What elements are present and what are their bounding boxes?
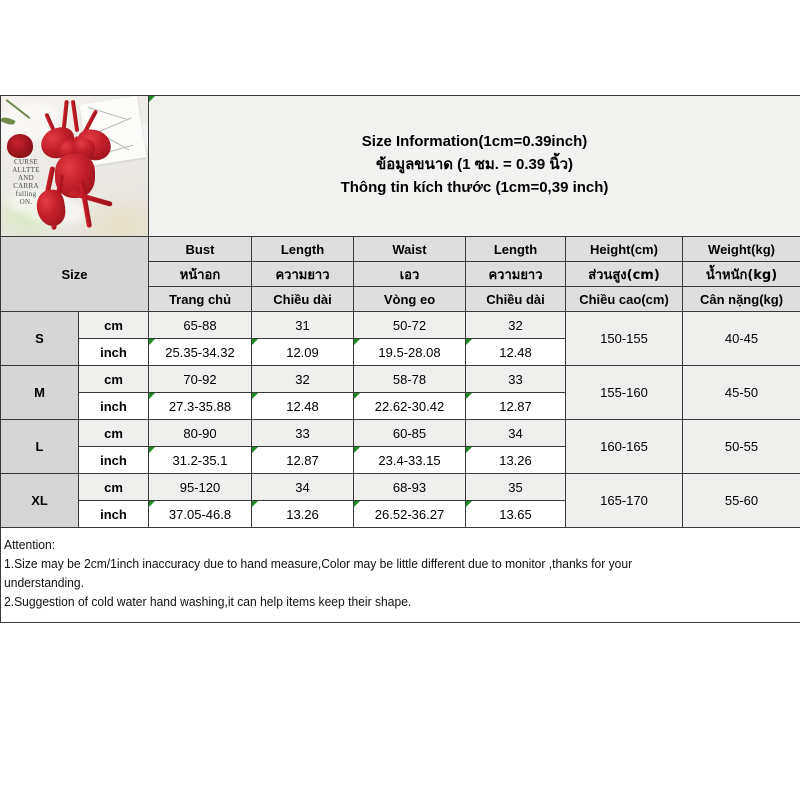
cell-bust-inch: 27.3-35.88 <box>148 392 252 420</box>
header-en-length2: Length <box>465 236 566 262</box>
cell-length2-cm: 34 <box>465 419 566 447</box>
cell-length1-inch: 12.09 <box>251 338 354 366</box>
cell-waist-inch: 19.5-28.08 <box>353 338 466 366</box>
title-line-en: Size Information(1cm=0.39inch) <box>361 132 588 150</box>
unit-inch: inch <box>78 500 149 528</box>
header-en-bust: Bust <box>148 236 252 262</box>
cell-length1-inch: 13.26 <box>251 500 354 528</box>
size-header-label: Size <box>0 236 149 312</box>
cell-waist-inch: 26.52-36.27 <box>353 500 466 528</box>
cell-length2-cm: 32 <box>465 311 566 339</box>
product-photo: CURSE ALLTTE AND CARRA fulling ON. <box>1 96 148 236</box>
header-vi-length1: Chiều dài <box>251 286 354 312</box>
unit-cm: cm <box>78 365 149 393</box>
cell-waist-cm: 68-93 <box>353 473 466 501</box>
cell-length2-inch: 13.26 <box>465 446 566 474</box>
attention-line-1-cont: understanding. <box>4 575 84 590</box>
header-en-weight: Weight(kg) <box>681 236 800 262</box>
header-th-height: ส่วนสูง(cm) <box>565 261 683 287</box>
title-line-th: ข้อมูลขนาด (1 ซม. = 0.39 นิ้ว) <box>375 155 574 173</box>
cell-weight-xl: 55-60 <box>681 473 800 528</box>
header-vi-waist: Vòng eo <box>353 286 466 312</box>
table-row: inch 37.05-46.8 13.26 26.52-36.27 13.65 <box>0 500 800 528</box>
header-en-length1: Length <box>251 236 354 262</box>
cell-weight-m: 45-50 <box>681 365 800 420</box>
cell-length2-cm: 35 <box>465 473 566 501</box>
cell-height-xl: 165-170 <box>565 473 683 528</box>
cell-length2-inch: 12.48 <box>465 338 566 366</box>
attention-note: Attention: 1.Size may be 2cm/1inch inacc… <box>0 527 800 623</box>
size-code-l: L <box>0 419 79 474</box>
cell-waist-cm: 60-85 <box>353 419 466 447</box>
header-vi-weight: Cân nặng(kg) <box>681 286 800 312</box>
header-vi-length2: Chiều dài <box>465 286 566 312</box>
size-chart-sheet: CURSE ALLTTE AND CARRA fulling ON. <box>0 95 800 623</box>
title-line-vi: Thông tin kích thước (1cm=0,39 inch) <box>340 178 609 196</box>
attention-line-1: 1.Size may be 2cm/1inch inaccuracy due t… <box>4 556 633 571</box>
cell-length1-inch: 12.48 <box>251 392 354 420</box>
header-th-length1: ความยาว <box>251 261 354 287</box>
cell-height-l: 160-165 <box>565 419 683 474</box>
lingerie-product <box>29 98 121 236</box>
cell-bust-cm: 70-92 <box>148 365 252 393</box>
cell-height-s: 150-155 <box>565 311 683 366</box>
size-chart-table: CURSE ALLTTE AND CARRA fulling ON. <box>0 95 800 623</box>
cell-length1-cm: 34 <box>251 473 354 501</box>
table-row: M cm 70-92 32 58-78 33 155-160 45-50 <box>0 365 800 420</box>
cell-bust-inch: 25.35-34.32 <box>148 338 252 366</box>
unit-cm: cm <box>78 473 149 501</box>
size-code-xl: XL <box>0 473 79 528</box>
cell-length2-cm: 33 <box>465 365 566 393</box>
header-th-waist: เอว <box>353 261 466 287</box>
photo-card-text: CURSE ALLTTE AND CARRA fulling ON. <box>12 158 40 206</box>
cell-length2-inch: 12.87 <box>465 392 566 420</box>
size-code-s: S <box>0 311 79 366</box>
table-row: L cm 80-90 33 60-85 34 160-165 50-55 <box>0 419 800 474</box>
header-en-height: Height(cm) <box>565 236 683 262</box>
header-th-bust: หน้าอก <box>148 261 252 287</box>
table-row: S cm 65-88 31 50-72 32 150-155 40-45 <box>0 311 800 366</box>
header-th-length2: ความยาว <box>465 261 566 287</box>
rose-prop <box>7 134 33 158</box>
unit-cm: cm <box>78 419 149 447</box>
cell-height-m: 155-160 <box>565 365 683 420</box>
header-vi-height: Chiều cao(cm) <box>565 286 683 312</box>
cell-waist-inch: 23.4-33.15 <box>353 446 466 474</box>
header-th-weight: น้ำหนัก(kg) <box>681 261 800 287</box>
attention-heading: Attention: <box>4 537 56 552</box>
cell-length1-cm: 33 <box>251 419 354 447</box>
size-code-m: M <box>0 365 79 420</box>
table-row: inch 25.35-34.32 12.09 19.5-28.08 12.48 <box>0 338 800 366</box>
unit-inch: inch <box>78 392 149 420</box>
header-vi-bust: Trang chủ <box>148 286 252 312</box>
cell-bust-inch: 31.2-35.1 <box>148 446 252 474</box>
attention-line-2: 2.Suggestion of cold water hand washing,… <box>4 594 412 609</box>
header-en-waist: Waist <box>353 236 466 262</box>
cell-bust-cm: 95-120 <box>148 473 252 501</box>
cell-waist-cm: 50-72 <box>353 311 466 339</box>
cell-waist-inch: 22.62-30.42 <box>353 392 466 420</box>
cell-weight-l: 50-55 <box>681 419 800 474</box>
cell-bust-inch: 37.05-46.8 <box>148 500 252 528</box>
cell-weight-s: 40-45 <box>681 311 800 366</box>
cell-bust-cm: 80-90 <box>148 419 252 447</box>
cell-length1-cm: 31 <box>251 311 354 339</box>
cell-length1-cm: 32 <box>251 365 354 393</box>
unit-inch: inch <box>78 338 149 366</box>
title-cell: Size Information(1cm=0.39inch) ข้อมูลขนา… <box>147 95 800 237</box>
unit-cm: cm <box>78 311 149 339</box>
unit-inch: inch <box>78 446 149 474</box>
cell-bust-cm: 65-88 <box>148 311 252 339</box>
cell-length1-inch: 12.87 <box>251 446 354 474</box>
table-row: XL cm 95-120 34 68-93 35 165-170 55-60 <box>0 473 800 528</box>
product-photo-cell: CURSE ALLTTE AND CARRA fulling ON. <box>0 95 149 237</box>
cell-waist-cm: 58-78 <box>353 365 466 393</box>
cell-length2-inch: 13.65 <box>465 500 566 528</box>
